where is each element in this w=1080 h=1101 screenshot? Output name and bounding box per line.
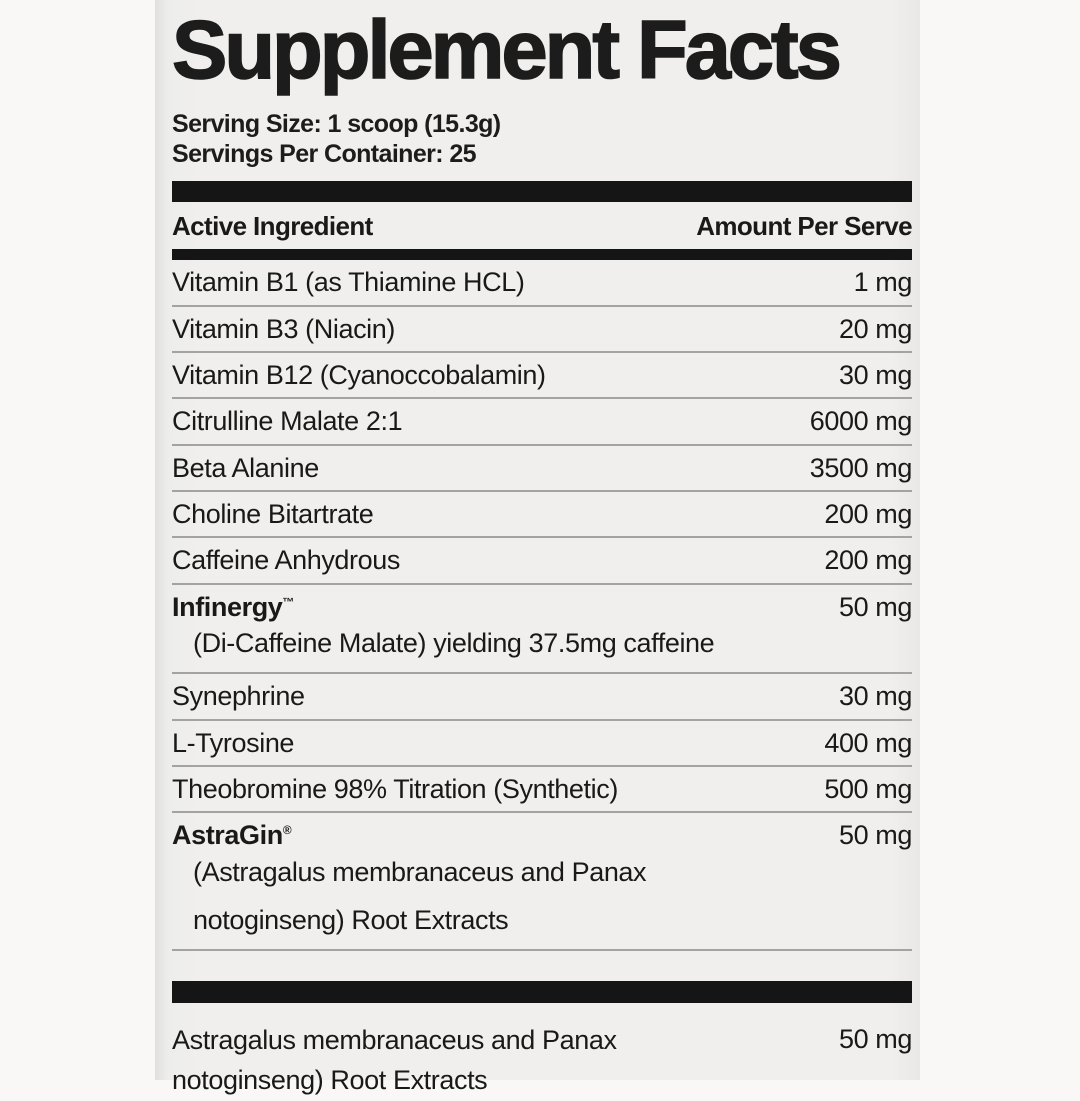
ingredient-amount: 500 mg [824,773,912,804]
footer-ingredient-name: Astragalus membranaceus and Panax notogi… [172,1024,617,1095]
ingredient-amount: 200 mg [824,498,912,529]
registered-symbol: ® [282,823,292,838]
ingredient-name: Theobromine 98% Titration (Synthetic) [172,773,618,804]
table-row-caffeine-anhydrous: Caffeine Anhydrous 200 mg [172,538,912,585]
ingredient-name: Choline Bitartrate [172,498,374,529]
ingredient-name: Vitamin B12 (Cyanoccobalamin) [172,359,546,390]
ingredient-amount: 50 mg [838,591,912,622]
table-row-citrulline-malate: Citrulline Malate 2:1 6000 mg [172,399,913,446]
divider-thick-bottom [172,980,912,1003]
ingredient-subline: notoginseng) Root Extracts [193,904,509,935]
ingredient-name: Infinergy™ [172,591,295,622]
table-row-astragin: AstraGin® 50 mg (Astragalus membranaceus… [172,813,912,951]
serving-info: Serving Size: 1 scoop (15.3g) Servings P… [172,109,912,170]
footer-ingredient-amount: 50 mg [838,1023,912,1054]
trademark-symbol: ™ [282,594,295,609]
ingredient-amount: 400 mg [824,727,912,758]
table-row-l-tyrosine: L-Tyrosine 400 mg [172,721,912,767]
ingredient-table: Vitamin B1 (as Thiamine HCL) 1 mg Vitami… [172,260,912,951]
ingredient-name: Synephrine [172,681,305,712]
ingredient-amount: 30 mg [838,681,912,712]
ingredient-name: Citrulline Malate 2:1 [172,406,403,437]
table-row-theobromine: Theobromine 98% Titration (Synthetic) 50… [172,767,912,814]
ingredient-amount: 1 mg [853,267,913,298]
ingredient-amount: 3500 mg [809,452,913,483]
ingredient-amount: 50 mg [838,820,912,851]
supplement-facts-panel: Supplement Facts Serving Size: 1 scoop (… [155,0,920,1095]
divider-thin-header [172,249,912,261]
ingredient-amount: 200 mg [824,545,912,576]
ingredient-name: Vitamin B3 (Niacin) [172,313,395,344]
serving-size: Serving Size: 1 scoop (15.3g) [172,109,501,138]
ingredient-name: L-Tyrosine [172,727,295,758]
ingredient-name: AstraGin® [172,820,292,851]
divider-thick-top [172,180,912,202]
table-row-choline-bitartrate: Choline Bitartrate 200 mg [172,492,912,539]
column-header-ingredient: Active Ingredient [172,210,373,241]
ingredient-amount: 30 mg [838,359,912,390]
table-row-vitamin-b3: Vitamin B3 (Niacin) 20 mg [172,307,912,353]
column-header-row: Active Ingredient Amount Per Serve [172,202,913,249]
table-row-beta-alanine: Beta Alanine 3500 mg [172,446,912,492]
ingredient-subline: (Di-Caffeine Malate) yielding 37.5mg caf… [193,628,715,659]
table-row-vitamin-b1: Vitamin B1 (as Thiamine HCL) 1 mg [172,260,913,307]
table-row-infinergy: Infinergy™ 50 mg (Di-Caffeine Malate) yi… [172,585,912,675]
ingredient-name: Vitamin B1 (as Thiamine HCL) [172,267,525,298]
ingredient-amount: 20 mg [838,313,912,344]
ingredient-name: Beta Alanine [172,452,319,483]
panel-title: Supplement Facts [171,3,842,96]
footer-ingredient-row: Astragalus membranaceus and Panax notogi… [172,1003,912,1101]
table-row-vitamin-b12: Vitamin B12 (Cyanoccobalamin) 30 mg [172,353,912,400]
ingredient-subline: (Astragalus membranaceus and Panax [193,856,647,887]
ingredient-amount: 6000 mg [809,406,913,437]
ingredient-name: Caffeine Anhydrous [172,545,400,576]
column-header-amount: Amount Per Serve [696,210,912,241]
servings-per-container: Servings Per Container: 25 [172,140,477,169]
table-row-synephrine: Synephrine 30 mg [172,674,912,721]
